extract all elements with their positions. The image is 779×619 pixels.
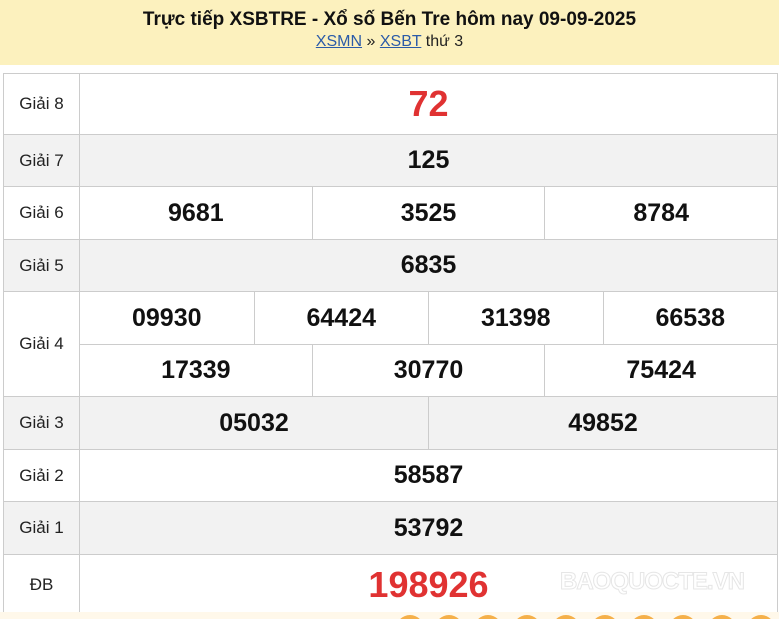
- ball-icon: [708, 615, 736, 619]
- prize-row-4: Giải 4 09930 64424 31398 66538 17339 30770 75…: [3, 291, 778, 397]
- prize-number: 9681: [168, 198, 224, 227]
- page-header: Trực tiếp XSBTRE - Xổ số Bến Tre hôm nay…: [0, 0, 779, 65]
- prize-number: 75424: [544, 345, 777, 396]
- ball-icon: [396, 615, 424, 619]
- prize-label: Giải 5: [3, 239, 80, 292]
- breadcrumb: XSMN » XSBT thứ 3: [0, 31, 779, 53]
- prize-row-8: Giải 8 72: [3, 73, 778, 135]
- prize-label: Giải 6: [3, 186, 80, 240]
- watermark: BAOQUOCTE.VN: [559, 568, 745, 596]
- xsbt-link[interactable]: XSBT: [379, 33, 422, 50]
- number-balls-row: [0, 612, 779, 619]
- prize-number: 05032: [219, 408, 289, 437]
- prize-number: 30770: [311, 345, 545, 396]
- prize-row-special: ĐB 198926: [3, 554, 778, 615]
- prize-row-3: Giải 3 05032 49852: [3, 396, 778, 450]
- prize-number: 58587: [79, 449, 778, 502]
- xsmn-link[interactable]: XSMN: [315, 33, 363, 50]
- prize-number: 72: [79, 73, 778, 135]
- prize-label: Giải 1: [3, 501, 80, 555]
- ball-icon: [474, 615, 502, 619]
- prize-label: Giải 3: [3, 396, 80, 450]
- results-table: Giải 8 72 Giải 7 125 Giải 6 9681 3525 8784 Gi…: [3, 73, 778, 615]
- prize-number: 09930: [131, 303, 202, 332]
- ball-icon: [630, 615, 658, 619]
- prize-row-2: Giải 2 58587: [3, 449, 778, 502]
- prize-row-1: Giải 1 53792: [3, 501, 778, 555]
- prize-number: 6835: [79, 239, 778, 292]
- prize-number: 53792: [79, 501, 778, 555]
- prize-row-7: Giải 7 125: [3, 134, 778, 187]
- prize-label: ĐB: [3, 554, 80, 615]
- prize-number: 125: [79, 134, 778, 187]
- prize-number: 49852: [428, 397, 777, 449]
- weekday: thứ 3: [425, 33, 464, 50]
- prize-number: 198926: [79, 554, 778, 615]
- prize-label: Giải 4: [3, 291, 80, 397]
- ball-icon: [591, 615, 619, 619]
- ball-icon: [435, 615, 463, 619]
- prize-label: Giải 2: [3, 449, 80, 502]
- ball-icon: [669, 615, 697, 619]
- prize-number: 31398: [428, 292, 603, 344]
- prize-label: Giải 7: [3, 134, 80, 187]
- prize-number: 64424: [253, 292, 429, 344]
- ball-icon: [552, 615, 580, 619]
- prize-row-6: Giải 6 9681 3525 8784: [3, 186, 778, 240]
- ball-icon: [747, 615, 775, 619]
- prize-number: 8784: [544, 187, 777, 239]
- page-title: Trực tiếp XSBTRE - Xổ số Bến Tre hôm nay…: [142, 9, 637, 30]
- prize-number: 17339: [161, 356, 231, 384]
- prize-label: Giải 8: [3, 73, 80, 135]
- prize-number: 3525: [311, 187, 545, 239]
- ball-icon: [513, 615, 541, 619]
- breadcrumb-separator: »: [366, 33, 376, 50]
- prize-row-5: Giải 5 6835: [3, 239, 778, 292]
- prize-number: 66538: [602, 292, 778, 344]
